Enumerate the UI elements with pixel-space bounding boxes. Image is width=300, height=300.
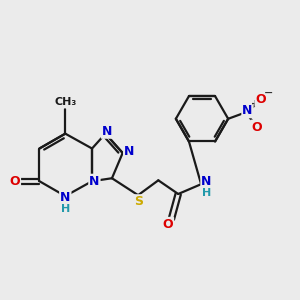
Text: O: O (10, 175, 20, 188)
Text: N: N (201, 175, 212, 188)
Text: O: O (256, 93, 266, 106)
Text: N: N (242, 104, 253, 117)
Text: CH₃: CH₃ (54, 98, 76, 107)
Text: O: O (251, 121, 262, 134)
Text: −: − (264, 88, 274, 98)
Text: S: S (134, 195, 143, 208)
Text: N: N (89, 175, 100, 188)
Text: O: O (163, 218, 173, 231)
Text: N: N (60, 191, 70, 204)
Text: N: N (102, 125, 112, 138)
Text: H: H (61, 204, 70, 214)
Text: +: + (251, 99, 259, 109)
Text: N: N (124, 145, 134, 158)
Text: H: H (202, 188, 211, 197)
